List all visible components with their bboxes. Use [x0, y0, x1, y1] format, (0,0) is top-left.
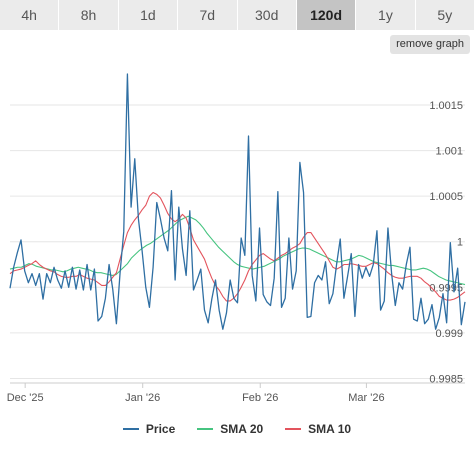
legend-label: SMA 20: [220, 422, 264, 436]
tab-30d[interactable]: 30d: [237, 0, 297, 30]
x-tick-label: Jan '26: [125, 392, 160, 404]
legend-item-sma-20[interactable]: SMA 20: [197, 422, 263, 436]
legend-swatch: [122, 428, 139, 430]
legend-swatch: [285, 428, 302, 430]
series-line-price: [9, 73, 466, 330]
y-tick-label: 1.001: [435, 146, 463, 158]
tab-120d[interactable]: 120d: [296, 0, 357, 30]
tab-4h[interactable]: 4h: [0, 0, 60, 30]
legend-item-price[interactable]: Price: [122, 422, 176, 436]
range-tabs: 4h 8h 1d 7d 30d 120d 1y 5y: [0, 0, 474, 30]
y-tick-label: 0.9995: [429, 282, 463, 294]
y-tick-label: 0.999: [435, 328, 463, 340]
y-tick-label: 0.9985: [429, 373, 463, 385]
tab-5y[interactable]: 5y: [415, 0, 474, 30]
x-tick-label: Mar '26: [348, 392, 384, 404]
tab-7d[interactable]: 7d: [178, 0, 238, 30]
series-line-sma-10: [9, 191, 466, 302]
x-tick-label: Dec '25: [7, 392, 44, 404]
tab-1y[interactable]: 1y: [356, 0, 416, 30]
tab-8h[interactable]: 8h: [59, 0, 119, 30]
chart-legend: Price SMA 20 SMA 10: [0, 419, 474, 439]
x-tick-label: Feb '26: [242, 392, 278, 404]
legend-swatch: [197, 428, 214, 430]
remove-graph-button[interactable]: remove graph: [390, 35, 470, 54]
y-tick-label: 1.0005: [429, 191, 463, 203]
legend-label: Price: [145, 422, 176, 436]
legend-item-sma-10[interactable]: SMA 10: [285, 422, 351, 436]
y-tick-label: 1: [457, 237, 463, 249]
price-chart: 0.9985 0.999 0.9995 1 1.0005 1.001 1.0015 Dec '…: [7, 73, 466, 404]
legend-label: SMA 10: [308, 422, 352, 436]
tab-1d[interactable]: 1d: [118, 0, 179, 30]
y-tick-label: 1.0015: [429, 100, 463, 112]
